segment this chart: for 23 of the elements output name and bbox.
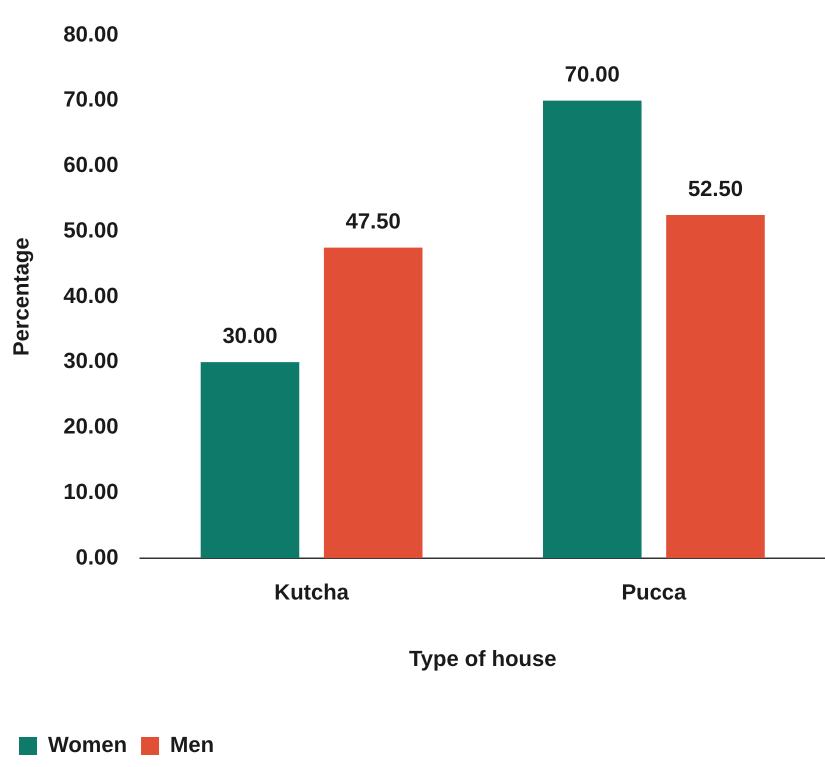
data-label: 70.00	[564, 62, 620, 87]
bar	[666, 214, 765, 558]
y-axis-title: Percentage	[8, 237, 34, 356]
y-tick-label: 50.00	[63, 217, 118, 242]
x-axis-title: Type of house	[408, 646, 556, 671]
data-label: 47.50	[346, 208, 401, 234]
legend-label: Men	[170, 732, 214, 758]
y-tick-label: 60.00	[63, 152, 118, 178]
y-tick-label: 40.00	[63, 282, 118, 308]
legend-label: Women	[48, 732, 128, 758]
y-tick-label: 20.00	[63, 414, 118, 439]
y-tick-label: 30.00	[63, 348, 118, 374]
y-tick-label: 0.00	[76, 544, 118, 570]
y-tick-label: 10.00	[63, 478, 118, 504]
bar	[324, 248, 422, 558]
data-label: 30.00	[222, 323, 278, 348]
y-tick-label: 80.00	[63, 21, 118, 46]
bar	[200, 362, 300, 558]
data-label: 52.50	[688, 176, 744, 202]
y-tick-label: 70.00	[63, 86, 118, 112]
bar	[542, 100, 642, 558]
x-tick-label: Pucca	[621, 579, 688, 604]
x-tick-label: Kutcha	[274, 579, 350, 604]
